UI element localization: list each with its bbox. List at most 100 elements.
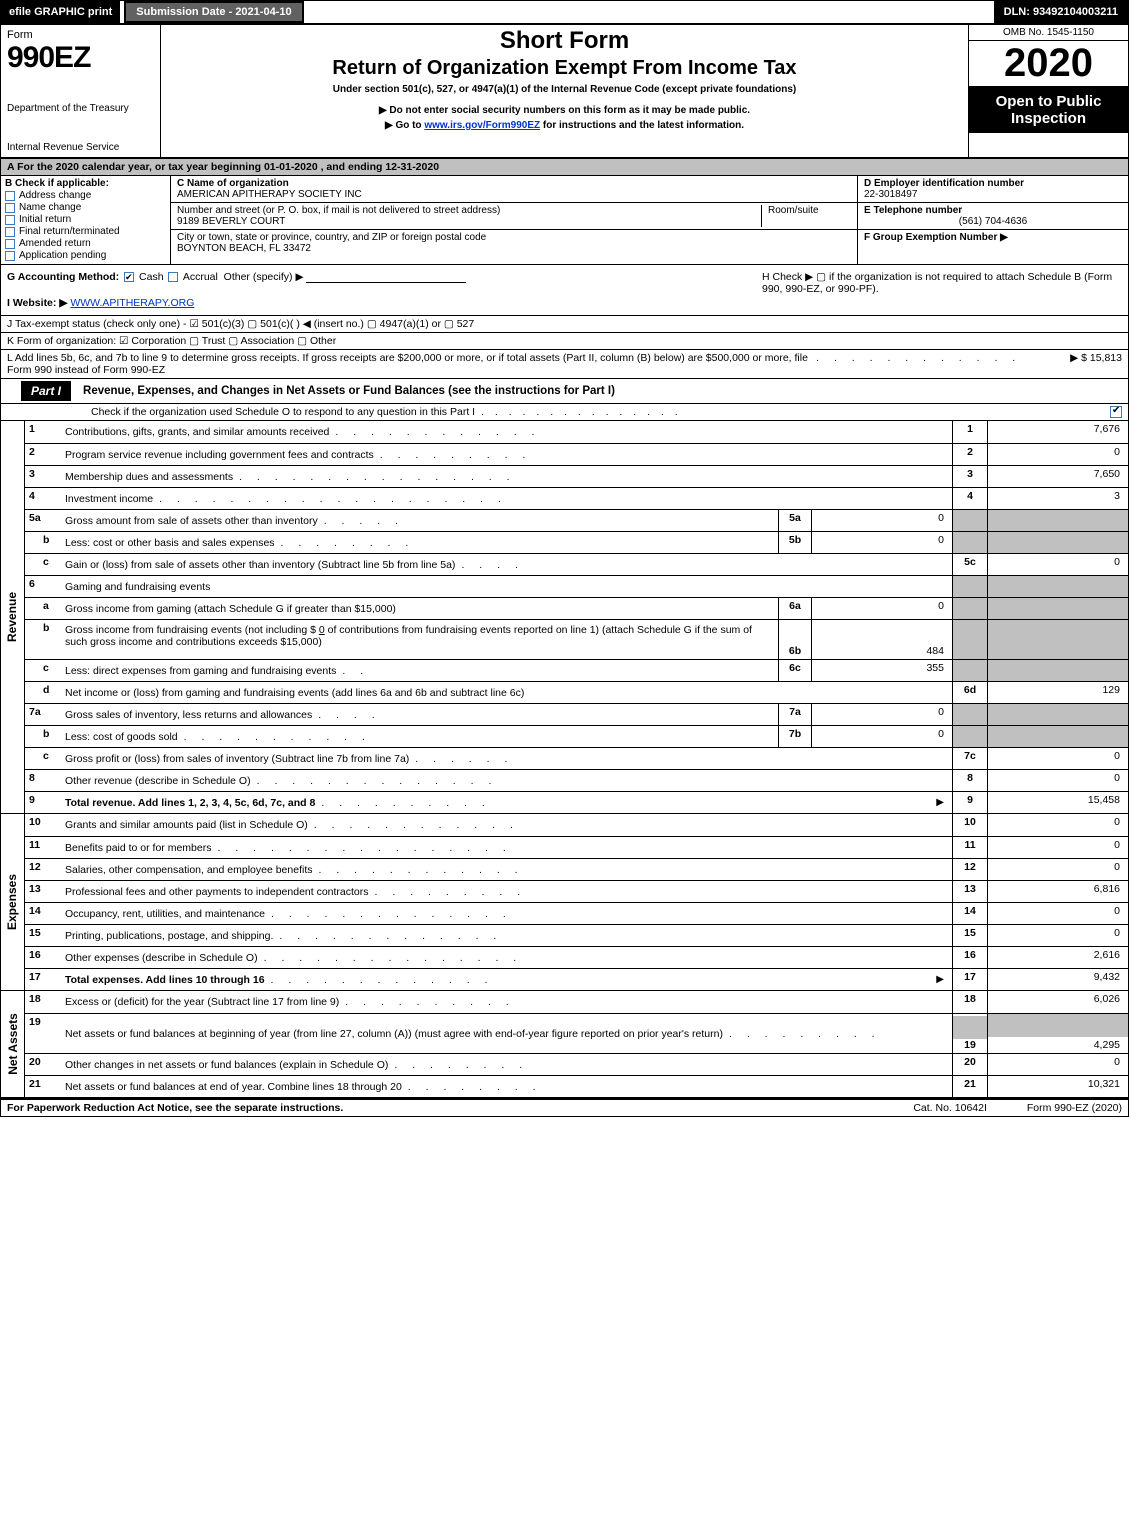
- return-title: Return of Organization Exempt From Incom…: [165, 57, 964, 80]
- ln-2: 2: [25, 444, 61, 465]
- revenue-side-label: Revenue: [1, 421, 25, 813]
- label-ein: D Employer identification number: [864, 178, 1122, 189]
- net-assets-section: Net Assets 18 Excess or (deficit) for th…: [1, 990, 1128, 1098]
- footer-cat-no: Cat. No. 10642I: [873, 1102, 1027, 1114]
- col-ln-14: 14: [952, 903, 988, 924]
- col-ln-4: 4: [952, 488, 988, 509]
- desc-5c: Gain or (loss) from sale of assets other…: [65, 559, 455, 571]
- col-ln-9: 9: [952, 792, 988, 813]
- desc-3: Membership dues and assessments: [65, 471, 233, 483]
- col-ln-7c: 7c: [952, 748, 988, 769]
- col-ln-21: 21: [952, 1076, 988, 1097]
- irs-link[interactable]: www.irs.gov/Form990EZ: [424, 120, 540, 131]
- grey-5b: [952, 532, 988, 553]
- desc-6c: Less: direct expenses from gaming and fu…: [65, 665, 336, 677]
- ln-13: 13: [25, 881, 61, 902]
- desc-12: Salaries, other compensation, and employ…: [65, 864, 312, 876]
- val-15: 0: [988, 925, 1128, 946]
- ln-8: 8: [25, 770, 61, 791]
- ln-15: 15: [25, 925, 61, 946]
- desc-2: Program service revenue including govern…: [65, 449, 374, 461]
- val-16: 2,616: [988, 947, 1128, 968]
- ival-6b: 484: [812, 620, 952, 659]
- desc-9: Total revenue. Add lines 1, 2, 3, 4, 5c,…: [65, 797, 315, 809]
- checkbox-accrual[interactable]: [168, 272, 178, 282]
- val-6d: 129: [988, 682, 1128, 703]
- desc-15: Printing, publications, postage, and shi…: [65, 930, 273, 942]
- ln-14: 14: [25, 903, 61, 924]
- box-def: D Employer identification number 22-3018…: [858, 176, 1128, 264]
- checkbox-application-pending[interactable]: [5, 251, 15, 261]
- checkbox-cash[interactable]: [124, 272, 134, 282]
- line-g-h-block: G Accounting Method: Cash Accrual Other …: [1, 265, 1128, 315]
- grey-7b: [952, 726, 988, 747]
- desc-6b-1: Gross income from fundraising events (no…: [65, 624, 319, 636]
- desc-6a: Gross income from gaming (attach Schedul…: [65, 603, 396, 615]
- ival-7a: 0: [812, 704, 952, 725]
- val-17: 9,432: [988, 969, 1128, 990]
- val-4: 3: [988, 488, 1128, 509]
- desc-5a: Gross amount from sale of assets other t…: [65, 515, 318, 527]
- part-1-schedule-o-check: Check if the organization used Schedule …: [1, 404, 1128, 420]
- opt-accrual: Accrual: [183, 271, 218, 283]
- submission-date-badge: Submission Date - 2021-04-10: [124, 1, 303, 23]
- ln-20: 20: [25, 1054, 61, 1075]
- line-j-tax-exempt-status: J Tax-exempt status (check only one) - ☑…: [1, 315, 1128, 333]
- header-note-ssn: ▶ Do not enter social security numbers o…: [165, 105, 964, 116]
- website-link[interactable]: WWW.APITHERAPY.ORG: [70, 297, 194, 309]
- checkbox-amended-return[interactable]: [5, 239, 15, 249]
- ln-16: 16: [25, 947, 61, 968]
- ln-21: 21: [25, 1076, 61, 1097]
- desc-10: Grants and similar amounts paid (list in…: [65, 819, 308, 831]
- grey-val-6b: [988, 620, 1128, 659]
- net-assets-side-label: Net Assets: [1, 991, 25, 1097]
- val-2: 0: [988, 444, 1128, 465]
- iln-5b: 5b: [778, 532, 812, 553]
- ln-4: 4: [25, 488, 61, 509]
- checkbox-address-change[interactable]: [5, 191, 15, 201]
- grey-val-6: [988, 576, 1128, 597]
- checkbox-initial-return[interactable]: [5, 215, 15, 225]
- ival-6a: 0: [812, 598, 952, 619]
- ln-5b: b: [25, 532, 61, 553]
- arrow-icon: [932, 797, 948, 809]
- label-city: City or town, state or province, country…: [177, 232, 851, 243]
- desc-20: Other changes in net assets or fund bala…: [65, 1059, 388, 1071]
- grey-val-6c: [988, 660, 1128, 681]
- ln-19: 19: [25, 1014, 61, 1053]
- desc-16: Other expenses (describe in Schedule O): [65, 952, 258, 964]
- checkbox-final-return[interactable]: [5, 227, 15, 237]
- iln-6c: 6c: [778, 660, 812, 681]
- desc-6: Gaming and fundraising events: [65, 581, 210, 593]
- open-public-badge: Open to Public Inspection: [969, 87, 1128, 133]
- val-11: 0: [988, 837, 1128, 858]
- note2-pre: ▶ Go to: [385, 120, 424, 131]
- line-h-schedule-b: H Check ▶ ▢ if the organization is not r…: [762, 271, 1122, 295]
- entity-info-block: B Check if applicable: Address change Na…: [1, 176, 1128, 265]
- desc-14: Occupancy, rent, utilities, and maintena…: [65, 908, 265, 920]
- ln-7a: 7a: [25, 704, 61, 725]
- checkbox-schedule-o[interactable]: [1110, 406, 1122, 418]
- desc-19: Net assets or fund balances at beginning…: [65, 1028, 723, 1040]
- label-website: I Website: ▶: [7, 297, 67, 309]
- checkbox-name-change[interactable]: [5, 203, 15, 213]
- other-specify-input[interactable]: [306, 271, 466, 283]
- val-13: 6,816: [988, 881, 1128, 902]
- col-ln-16: 16: [952, 947, 988, 968]
- part-1-sub-text: Check if the organization used Schedule …: [91, 406, 475, 418]
- ival-7b: 0: [812, 726, 952, 747]
- ein-value: 22-3018497: [864, 189, 1122, 200]
- ln-6b: b: [25, 620, 61, 659]
- iln-7b: 7b: [778, 726, 812, 747]
- ln-9: 9: [25, 792, 61, 813]
- desc-18: Excess or (deficit) for the year (Subtra…: [65, 996, 339, 1008]
- ln-12: 12: [25, 859, 61, 880]
- ival-6c: 355: [812, 660, 952, 681]
- efile-print-button[interactable]: efile GRAPHIC print: [1, 1, 120, 23]
- iln-7a: 7a: [778, 704, 812, 725]
- iln-5a: 5a: [778, 510, 812, 531]
- dln-badge: DLN: 93492104003211: [994, 1, 1128, 23]
- part-1-tag: Part I: [21, 381, 71, 401]
- col-ln-17: 17: [952, 969, 988, 990]
- header-subtitle: Under section 501(c), 527, or 4947(a)(1)…: [165, 84, 964, 95]
